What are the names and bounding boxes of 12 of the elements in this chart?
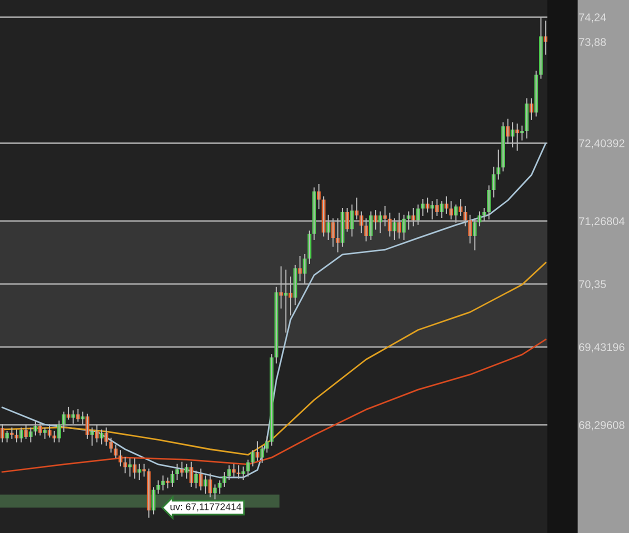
band-label: uv: 67,11772414 <box>170 503 242 512</box>
y-tick-label: 68,29608 <box>579 421 624 430</box>
y-tick-label: 69,43196 <box>579 343 624 352</box>
line-series <box>2 142 546 478</box>
line-series <box>2 262 546 456</box>
y-tick-label: 71,26804 <box>579 217 625 226</box>
y-tick-label: 73,88 <box>579 38 606 48</box>
y-tick-label: 72,40392 <box>579 139 624 149</box>
y-tick-label: 74,24 <box>579 13 606 23</box>
y-tick-label: 70,35 <box>579 280 606 290</box>
line-series <box>2 338 546 473</box>
candlestick <box>142 464 146 477</box>
